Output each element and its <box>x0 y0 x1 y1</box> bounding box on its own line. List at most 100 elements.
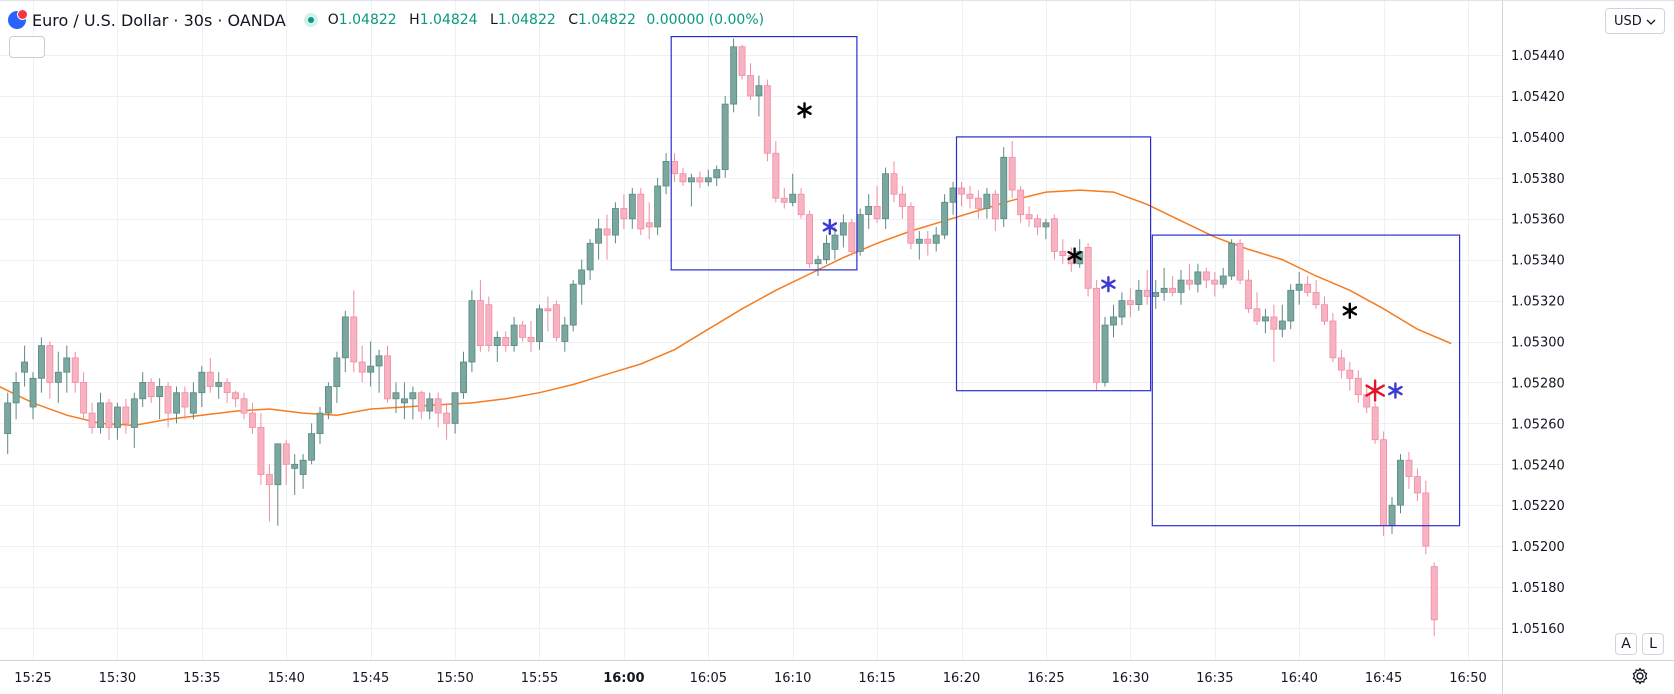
candle <box>899 186 906 219</box>
candle <box>1186 263 1193 291</box>
candle-body <box>806 214 813 265</box>
candle <box>983 188 991 219</box>
candle <box>476 280 484 352</box>
time-scale[interactable]: 15:25 15:30 15:35 15:40 15:45 15:50 15:55 16:00… <box>14 671 1486 686</box>
candle <box>1304 276 1312 297</box>
asterisk-marker[interactable] <box>1101 276 1116 293</box>
asterisk-stroke <box>822 222 838 232</box>
candle <box>949 181 957 215</box>
candle <box>544 296 552 332</box>
candle <box>671 153 678 182</box>
candle-body <box>21 361 28 373</box>
candle-body <box>544 308 552 312</box>
x-tick-label: 15:40 <box>267 671 304 686</box>
collapse-legend-button[interactable] <box>9 36 45 58</box>
price-scale[interactable]: 1.05440 1.05420 1.05400 1.05380 1.05360 1.053… <box>1511 49 1565 637</box>
asterisk-stroke <box>1342 306 1358 316</box>
asterisk-marker[interactable] <box>797 102 812 119</box>
candle <box>88 402 96 434</box>
candle <box>324 382 332 420</box>
symbol-title[interactable]: Euro / U.S. Dollar · 30s · OANDA <box>32 10 286 30</box>
candle <box>409 386 417 420</box>
candle <box>569 280 577 332</box>
gear-icon[interactable] <box>1630 666 1650 686</box>
candle-body <box>4 402 12 434</box>
candle-body <box>1118 300 1126 318</box>
candle <box>316 407 324 444</box>
candle <box>688 173 695 207</box>
candle-body <box>1000 156 1008 220</box>
rectangle-drawing[interactable] <box>670 35 858 271</box>
candle <box>80 372 88 420</box>
candle <box>1354 370 1362 403</box>
candle <box>975 190 982 219</box>
candle-body <box>417 392 425 412</box>
candle-body <box>97 402 104 428</box>
y-tick-label: 1.05280 <box>1511 376 1565 391</box>
asterisk-marker[interactable] <box>1365 379 1386 402</box>
candle <box>924 231 932 256</box>
candle <box>156 378 164 420</box>
candle <box>1329 312 1337 362</box>
candle-body <box>1126 300 1134 306</box>
asterisk-marker[interactable] <box>1342 302 1358 319</box>
auto-scale-button[interactable]: A <box>1615 633 1637 655</box>
candle <box>333 351 341 403</box>
candle-body <box>443 412 451 424</box>
candle <box>1118 292 1126 326</box>
candle <box>1000 147 1008 227</box>
candle-body <box>949 187 957 203</box>
candle <box>1363 386 1371 414</box>
asterisk-marker[interactable] <box>822 218 838 236</box>
market-status-icon[interactable] <box>303 13 318 27</box>
candle <box>1059 239 1067 264</box>
candle <box>400 382 408 420</box>
rectangle-drawing[interactable] <box>1151 234 1461 527</box>
candle <box>519 321 526 342</box>
candle <box>654 177 662 236</box>
currency-button[interactable]: USD <box>1605 8 1665 34</box>
y-tick-label: 1.05320 <box>1511 295 1565 310</box>
candle-body <box>561 324 569 342</box>
candle-body <box>1287 289 1295 322</box>
candle-body <box>122 406 130 424</box>
x-tick-label: 16:20 <box>943 671 980 686</box>
x-tick-label: 15:30 <box>99 671 136 686</box>
candle-body <box>367 365 375 373</box>
rectangle-drawing[interactable] <box>955 136 1152 392</box>
x-tick-label: 15:50 <box>436 671 473 686</box>
candle-body <box>595 228 602 244</box>
candle <box>308 423 315 465</box>
candle <box>122 398 130 434</box>
candle <box>662 153 670 195</box>
candle-body <box>1405 459 1413 478</box>
candle-body <box>46 345 54 383</box>
candle-body <box>747 75 754 97</box>
candle <box>173 386 180 424</box>
candle <box>510 316 518 352</box>
candle <box>434 392 442 428</box>
candle <box>1413 468 1421 502</box>
candle-body <box>88 412 96 428</box>
candle <box>831 226 839 260</box>
log-scale-button[interactable]: L <box>1642 633 1664 655</box>
candle <box>679 167 687 186</box>
candle-body <box>384 355 391 400</box>
candle <box>704 169 712 186</box>
candle-body <box>1371 406 1379 441</box>
candle <box>932 226 940 252</box>
candle <box>21 345 28 387</box>
x-tick-label: 16:10 <box>774 671 811 686</box>
change-value: 0.00000 (0.00%) <box>646 12 765 28</box>
candle <box>12 372 20 420</box>
plot-area <box>0 35 1461 637</box>
candle <box>1042 218 1050 240</box>
candle <box>493 331 501 362</box>
candle-body <box>358 361 366 373</box>
candle-body <box>713 169 721 179</box>
candle <box>1177 269 1185 305</box>
asterisk-marker[interactable] <box>1388 382 1403 399</box>
asterisk-marker[interactable] <box>1067 247 1082 264</box>
candle <box>527 321 535 352</box>
